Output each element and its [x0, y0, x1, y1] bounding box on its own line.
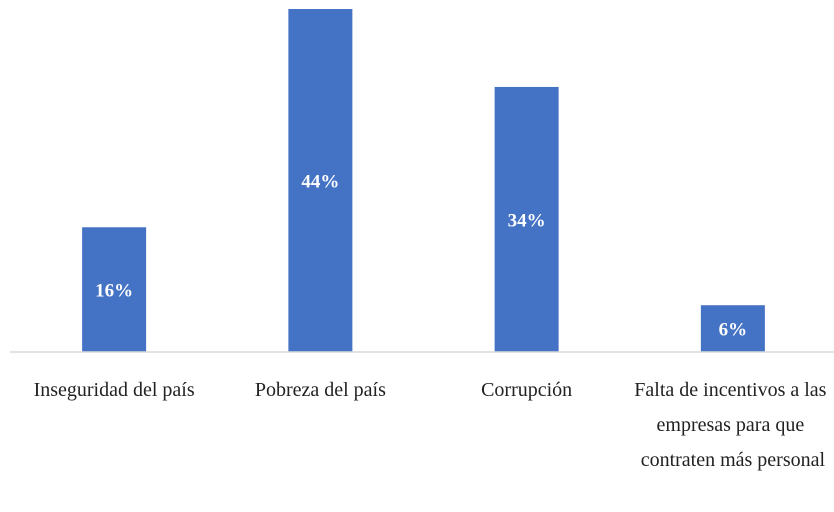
data-label: 6% — [719, 320, 748, 341]
data-label: 34% — [508, 210, 546, 231]
bar — [82, 227, 147, 352]
bar — [700, 305, 765, 352]
data-label: 44% — [301, 172, 339, 193]
x-tick-label: Inseguridad del país — [34, 379, 195, 401]
bar — [494, 86, 559, 353]
bar — [288, 9, 353, 352]
x-tick-label: Corrupción — [481, 379, 572, 401]
x-tick-label: Falta de incentivos a las empresas para … — [634, 379, 831, 471]
x-tick-label: Pobreza del país — [255, 379, 386, 401]
data-label: 16% — [95, 281, 133, 302]
